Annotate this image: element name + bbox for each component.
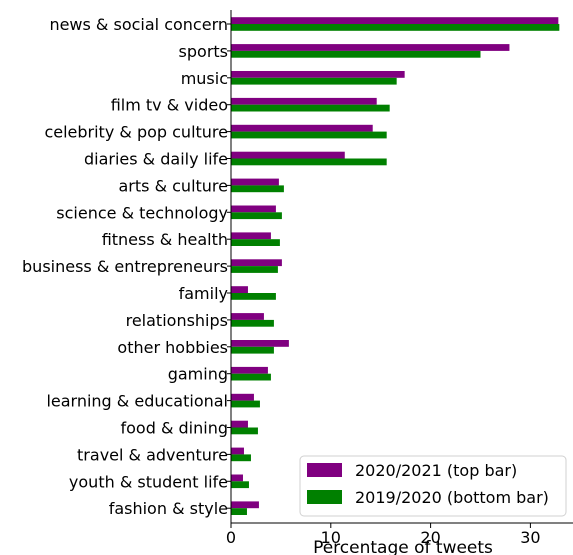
bar-2020-2021-diaries-daily-life <box>231 151 345 159</box>
bar-2019-2020-relationships <box>231 319 274 327</box>
legend-swatch-2019-2020 <box>307 490 342 504</box>
bar-2020-2021-travel-adventure <box>231 447 244 455</box>
bar-2020-2021-relationships <box>231 313 264 320</box>
bar-2019-2020-arts-culture <box>231 185 284 193</box>
x-tick-label: 20 <box>420 528 440 547</box>
x-axis-label: Percentage of tweets <box>313 538 493 555</box>
bar-2020-2021-business-entrepreneurs <box>231 259 282 267</box>
bar-2020-2021-music <box>231 71 405 78</box>
legend-label-2019-2020: 2019/2020 (bottom bar) <box>355 488 549 507</box>
x-tick-label: 30 <box>520 528 540 547</box>
category-label-music: music <box>181 69 228 88</box>
bar-2019-2020-music <box>231 77 397 85</box>
category-label-travel-adventure: travel & adventure <box>77 445 228 464</box>
bar-2019-2020-gaming <box>231 373 271 381</box>
bar-2019-2020-business-entrepreneurs <box>231 266 278 273</box>
bar-2020-2021-celebrity-pop-culture <box>231 124 373 132</box>
legend-label-2020-2021: 2020/2021 (top bar) <box>355 461 517 480</box>
category-label-other-hobbies: other hobbies <box>117 338 228 357</box>
bar-2020-2021-science-technology <box>231 205 276 213</box>
bar-2019-2020-youth-student-life <box>231 481 249 489</box>
category-label-learning-educational: learning & educational <box>46 392 228 411</box>
bar-2020-2021-other-hobbies <box>231 340 289 347</box>
legend-swatch-2020-2021 <box>307 463 342 477</box>
bar-2019-2020-other-hobbies <box>231 346 274 354</box>
x-axis: 0 10 20 30 <box>226 523 541 547</box>
bar-2019-2020-food-dining <box>231 427 258 435</box>
category-label-relationships: relationships <box>126 311 228 330</box>
bar-2019-2020-travel-adventure <box>231 454 251 462</box>
bar-2019-2020-learning-educational <box>231 400 260 408</box>
category-label-fashion-style: fashion & style <box>109 499 228 518</box>
bar-2020-2021-fitness-health <box>231 232 271 240</box>
category-label-family: family <box>179 284 228 303</box>
bar-2019-2020-film-tv-video <box>231 104 390 112</box>
bar-2019-2020-family <box>231 293 276 300</box>
bar-2019-2020-sports <box>231 50 481 58</box>
bar-2020-2021-sports <box>231 44 510 51</box>
category-label-fitness-health: fitness & health <box>102 230 228 249</box>
category-label-youth-student-life: youth & student life <box>69 472 228 491</box>
category-label-film-tv-video: film tv & video <box>111 96 228 115</box>
bar-2020-2021-fashion-style <box>231 501 259 509</box>
bar-2020-2021-food-dining <box>231 420 248 428</box>
category-label-celebrity-pop-culture: celebrity & pop culture <box>44 123 228 142</box>
category-label-arts-culture: arts & culture <box>118 176 228 195</box>
bar-2019-2020-news-social-concern <box>231 24 560 31</box>
bars-group <box>231 17 560 515</box>
category-label-business-entrepreneurs: business & entrepreneurs <box>22 257 228 276</box>
category-labels: news & social concern sports music film tv … <box>22 15 231 518</box>
bar-2020-2021-learning-educational <box>231 393 254 401</box>
legend-box <box>299 455 567 517</box>
bar-2019-2020-science-technology <box>231 212 282 220</box>
category-label-sports: sports <box>179 42 228 61</box>
category-label-gaming: gaming <box>168 365 228 384</box>
bar-2019-2020-celebrity-pop-culture <box>231 131 387 139</box>
bar-2019-2020-fashion-style <box>231 508 247 515</box>
bar-2020-2021-youth-student-life <box>231 474 243 482</box>
category-label-food-dining: food & dining <box>121 419 229 438</box>
bar-2020-2021-family <box>231 286 248 293</box>
x-tick-label: 0 <box>226 528 236 547</box>
bar-2019-2020-diaries-daily-life <box>231 158 387 166</box>
bar-2020-2021-gaming <box>231 366 268 374</box>
bar-2020-2021-news-social-concern <box>231 17 559 24</box>
bar-2019-2020-fitness-health <box>231 239 280 246</box>
category-label-news-social-concern: news & social concern <box>49 15 228 34</box>
x-tick-label: 10 <box>321 528 341 547</box>
bar-2020-2021-film-tv-video <box>231 97 377 105</box>
bar-2020-2021-arts-culture <box>231 178 279 186</box>
legend: 2020/2021 (top bar) 2019/2020 (bottom ba… <box>299 455 567 517</box>
category-label-diaries-daily-life: diaries & daily life <box>84 150 228 169</box>
category-label-science-technology: science & technology <box>56 203 228 222</box>
